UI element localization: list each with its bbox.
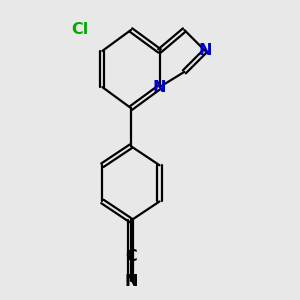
Text: N: N (199, 44, 212, 59)
Text: N: N (124, 274, 138, 289)
Text: C: C (125, 249, 137, 264)
Text: Cl: Cl (71, 22, 88, 38)
Text: N: N (153, 80, 166, 94)
